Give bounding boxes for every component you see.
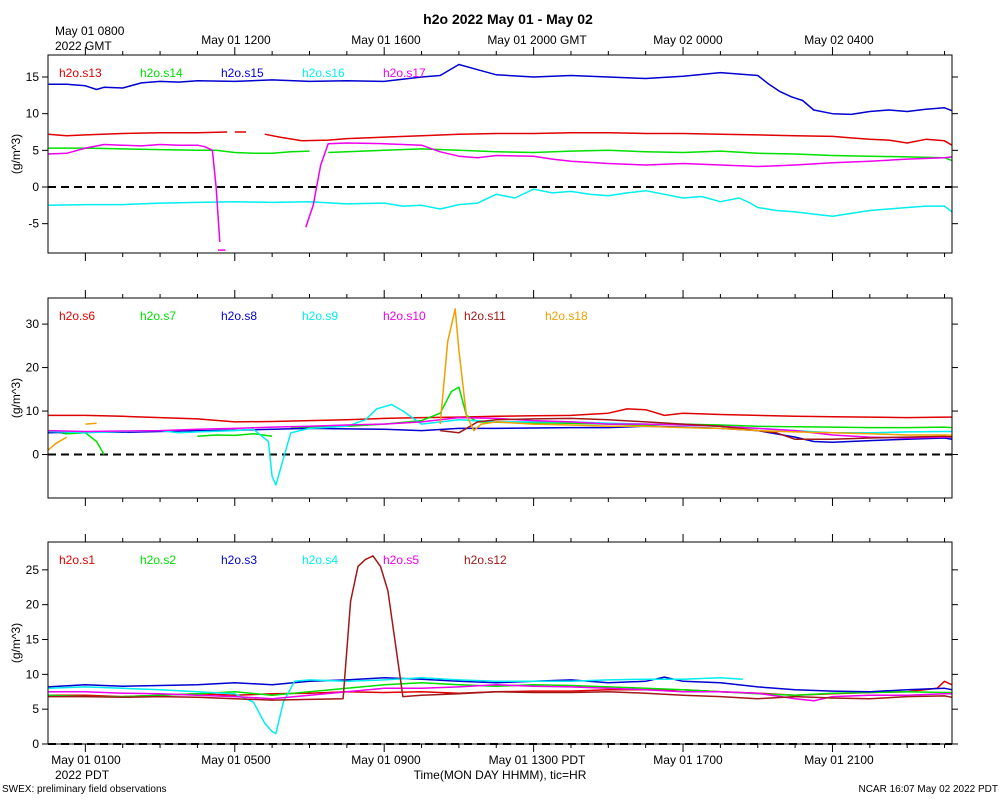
y-tick-label: 20: [26, 598, 40, 612]
y-tick-label: 15: [26, 633, 40, 647]
legend-item: h2o.s6: [59, 309, 95, 323]
bottom-axis-first-label-line2: 2022 PDT: [55, 768, 110, 782]
series-line-h2o-s17: [305, 142, 953, 228]
bottom-axis-label: May 01 1300 PDT: [489, 753, 586, 767]
y-tick-label: 10: [26, 107, 40, 121]
series-line-h2o-s13: [264, 131, 953, 146]
chart-title: h2o 2022 May 01 - May 02: [423, 11, 593, 27]
bottom-axis-label: May 01 2100: [804, 753, 874, 767]
legend-item: h2o.s7: [140, 309, 176, 323]
legend-item: h2o.s13: [59, 66, 102, 80]
y-tick-label: 25: [26, 563, 40, 577]
y-tick-label: 5: [32, 702, 39, 716]
footer-right: NCAR 16:07 May 02 2022 PDT: [858, 784, 998, 795]
y-tick-label: 0: [32, 737, 39, 751]
top-axis-label: May 02 0000: [653, 33, 723, 47]
legend-item: h2o.s16: [302, 66, 345, 80]
series-line-h2o-s14: [48, 147, 310, 155]
y-axis-title: (g/m^3): [9, 623, 23, 663]
legend-item: h2o.s3: [221, 553, 257, 567]
legend-item: h2o.s1: [59, 553, 95, 567]
top-axis-label: May 01 1200: [201, 33, 271, 47]
legend-item: h2o.s5: [383, 553, 419, 567]
panel-frame: [47, 541, 953, 745]
legend-item: h2o.s15: [221, 66, 264, 80]
bottom-axis-first-label-line1: May 01 0100: [51, 753, 121, 767]
top-axis-label: May 02 0400: [804, 33, 874, 47]
y-axis-title: (g/m^3): [9, 134, 23, 174]
legend-item: h2o.s18: [545, 309, 588, 323]
panel-frame: [47, 297, 953, 499]
panel-frame: [47, 54, 953, 254]
legend-item: h2o.s11: [464, 309, 506, 323]
legend-item: h2o.s2: [140, 553, 176, 567]
footer-left: SWEX: preliminary field observations: [2, 784, 167, 795]
legend-item: h2o.s14: [140, 66, 183, 80]
top-axis-label: May 01 2000 GMT: [487, 33, 587, 47]
legend-item: h2o.s17: [383, 66, 426, 80]
series-line-h2o-s13: [47, 131, 228, 137]
bottom-axis-label: May 01 0900: [351, 753, 421, 767]
series-line-h2o-s4: [47, 677, 743, 735]
y-tick-label: 15: [26, 70, 40, 84]
top-axis-first-label-line2: 2022 GMT: [55, 39, 112, 53]
y-tick-label: 10: [26, 667, 40, 681]
y-tick-label: 0: [32, 448, 39, 462]
y-axis-title: (g/m^3): [9, 378, 23, 418]
y-tick-label: 10: [26, 404, 40, 418]
legend-item: h2o.s10: [383, 309, 426, 323]
series-line-h2o-s16: [47, 188, 953, 218]
series-line-h2o-s6: [48, 408, 952, 423]
series-line-h2o-s18: [85, 422, 97, 425]
legend-item: h2o.s8: [221, 309, 257, 323]
y-tick-label: 5: [32, 143, 39, 157]
top-axis-first-label-line1: May 01 0800: [55, 24, 125, 38]
series-line-h2o-s17: [47, 143, 221, 243]
series-line-h2o-s8: [47, 425, 953, 444]
panel-top: -5 0 5 10 15 (g/m^3) h2o.s13 h2o.s14 h2o.s15 h2o.…: [9, 47, 958, 261]
series-line-h2o-s15: [48, 63, 953, 116]
series-line-h2o-s12: [48, 555, 953, 701]
panel-middle: 0 10 20 30 (g/m^3) h2o.s6 h2o.s7 h2o.s8 h2o.s9 h2…: [9, 290, 958, 506]
bottom-axis-label: May 01 1700: [653, 753, 723, 767]
panel-bottom: 0 5 10 15 20 25 (g/m^3) h2o.s1 h2o.s2 h2o.s3 h2o.s…: [9, 534, 958, 752]
series-line-h2o-s11: [440, 417, 953, 441]
series-line-h2o-s18: [439, 308, 953, 437]
y-tick-label: 0: [32, 180, 39, 194]
y-tick-label: 30: [26, 317, 40, 331]
x-axis-title: Time(MON DAY HHMM), tic=HR: [414, 768, 587, 782]
legend-item: h2o.s4: [302, 553, 338, 567]
series-line-h2o-s14: [328, 148, 953, 162]
top-axis-label: May 01 1600: [351, 33, 421, 47]
series-line-h2o-s7: [290, 386, 953, 430]
series-line-h2o-s18: [47, 436, 68, 451]
bottom-axis-label: May 01 0500: [201, 753, 271, 767]
legend-item: h2o.s9: [302, 309, 338, 323]
y-tick-label: 20: [26, 361, 40, 375]
legend-item: h2o.s12: [464, 553, 507, 567]
y-tick-label: -5: [28, 217, 39, 231]
